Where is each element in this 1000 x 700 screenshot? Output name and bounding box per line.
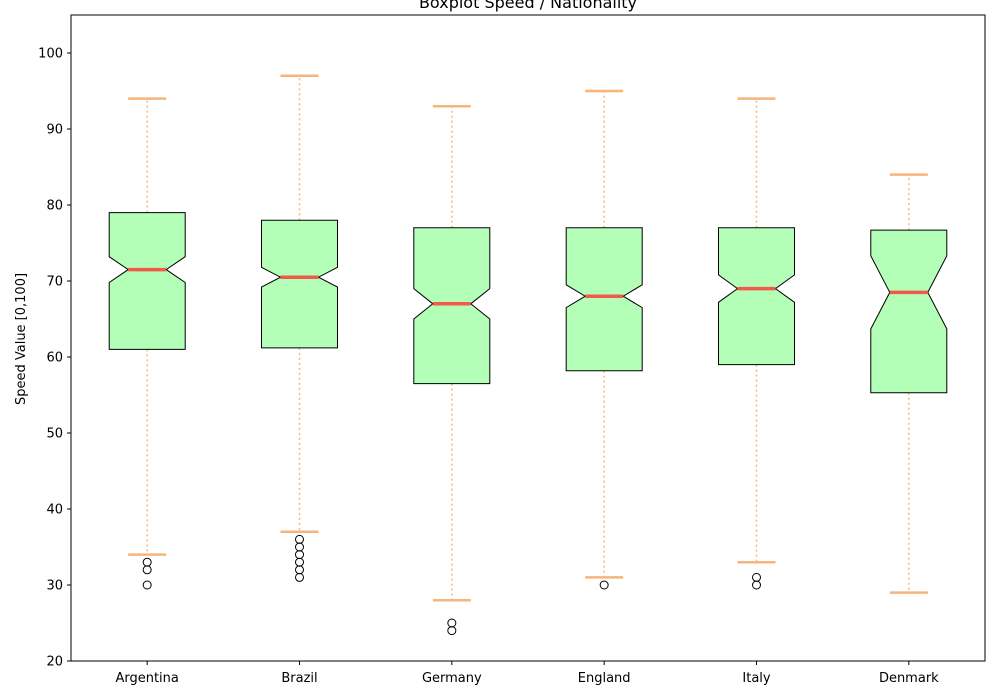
y-tick-label: 90 — [46, 123, 63, 138]
box — [870, 229, 948, 394]
outlier-point — [295, 557, 304, 567]
outlier-point — [142, 557, 152, 567]
x-tick-label: Denmark — [879, 671, 939, 686]
box — [718, 227, 795, 366]
box — [565, 227, 643, 372]
y-tick-label: 30 — [46, 579, 63, 594]
box — [413, 227, 491, 385]
outlier-point — [295, 572, 304, 582]
y-axis-label: Speed Value [0,100] — [14, 273, 29, 405]
outlier-point — [752, 580, 761, 590]
box — [108, 212, 186, 350]
y-tick-label: 50 — [46, 427, 63, 442]
y-tick-label: 70 — [46, 275, 63, 290]
outlier-point — [295, 534, 304, 544]
outlier-point — [599, 580, 609, 590]
outlier-point — [295, 565, 304, 575]
axes-frame — [70, 14, 986, 662]
x-tick-label: Brazil — [281, 671, 317, 686]
chart-title: Boxplot Speed / Nationality — [419, 0, 637, 12]
y-tick-label: 80 — [46, 199, 63, 214]
outlier-point — [142, 580, 152, 590]
box — [261, 219, 338, 349]
x-tick-label: Germany — [422, 671, 482, 686]
y-tick-label: 40 — [46, 503, 63, 518]
x-tick-label: Argentina — [115, 671, 178, 686]
outlier-point — [447, 618, 457, 628]
y-tick-label: 60 — [46, 351, 63, 366]
outlier-point — [295, 542, 304, 552]
outlier-point — [752, 572, 761, 582]
outlier-point — [142, 565, 152, 575]
y-tick-label: 20 — [46, 655, 63, 670]
outlier-point — [447, 626, 457, 636]
plot-area: 20 30 40 50 60 70 80 90 100 Argentina Brazil German… — [38, 14, 986, 686]
x-tick-label: Italy — [742, 671, 771, 686]
outlier-point — [295, 550, 304, 560]
x-tick-label: England — [578, 671, 631, 686]
y-tick-label: 100 — [38, 47, 63, 62]
